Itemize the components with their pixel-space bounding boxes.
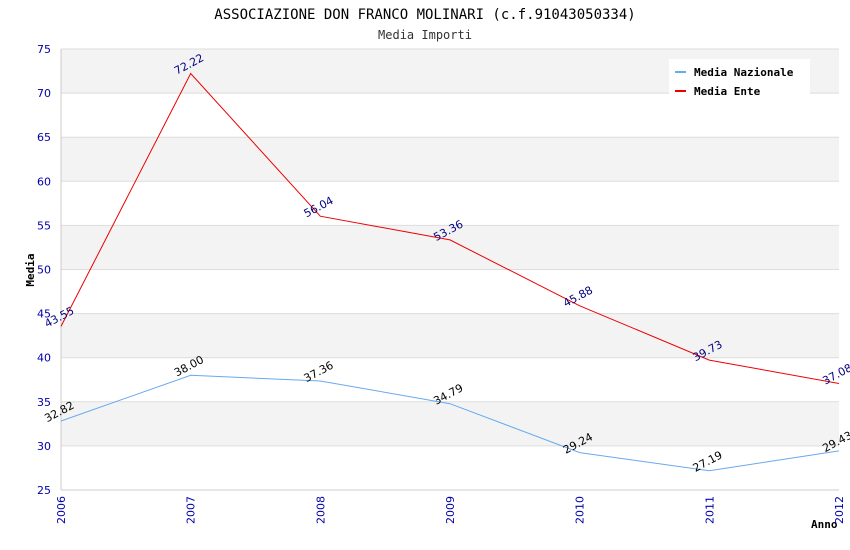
- y-tick-label: 30: [37, 440, 51, 453]
- x-tick-label: 2010: [574, 496, 587, 524]
- series-line-nazionale: [60, 374, 840, 472]
- x-tick-label: 2008: [314, 496, 327, 524]
- grid-band: [61, 93, 839, 138]
- x-tick-label: 2007: [185, 496, 198, 524]
- y-tick-label: 45: [37, 308, 51, 321]
- y-tick-label: 40: [37, 352, 51, 365]
- chart-subtitle: Media Importi: [378, 28, 472, 42]
- y-tick-label: 35: [37, 396, 51, 409]
- grid-band: [61, 401, 839, 446]
- grid-band: [61, 181, 839, 226]
- x-tick-label: 2009: [444, 496, 457, 524]
- grid-band: [61, 313, 839, 358]
- y-tick-labels: 25 30 35 40 45 50 55 60 65 70 75: [37, 43, 51, 497]
- y-tick-label: 55: [37, 219, 51, 232]
- x-tick-labels: 2006 2007 2008 2009 2010 2011 2012: [55, 496, 846, 524]
- grid-band: [61, 357, 839, 402]
- grid-band: [61, 225, 839, 270]
- axes: [60, 49, 839, 491]
- legend: Media Nazionale Media Ente: [669, 59, 810, 99]
- y-tick-label: 65: [37, 131, 51, 144]
- legend-box: [669, 59, 810, 99]
- y-tick-label: 25: [37, 484, 51, 497]
- grid-band: [61, 445, 839, 490]
- legend-entry: Media Ente: [694, 85, 761, 98]
- grid-band: [61, 137, 839, 182]
- x-tick-label: 2012: [833, 496, 846, 524]
- x-tick-label: 2011: [703, 496, 716, 524]
- y-tick-label: 75: [37, 43, 51, 56]
- y-axis-label: Media: [24, 253, 37, 286]
- grid-bands: [61, 49, 839, 490]
- y-tick-label: 60: [37, 175, 51, 188]
- grid-band: [61, 269, 839, 314]
- series-lines: [60, 72, 840, 472]
- chart-title: ASSOCIAZIONE DON FRANCO MOLINARI (c.f.91…: [214, 7, 635, 23]
- legend-entry: Media Nazionale: [694, 66, 794, 79]
- y-tick-label: 50: [37, 264, 51, 277]
- x-tick-label: 2006: [55, 496, 68, 524]
- x-axis-label: Anno: [811, 518, 838, 531]
- series-line-ente: [60, 72, 840, 384]
- y-tick-label: 70: [37, 87, 51, 100]
